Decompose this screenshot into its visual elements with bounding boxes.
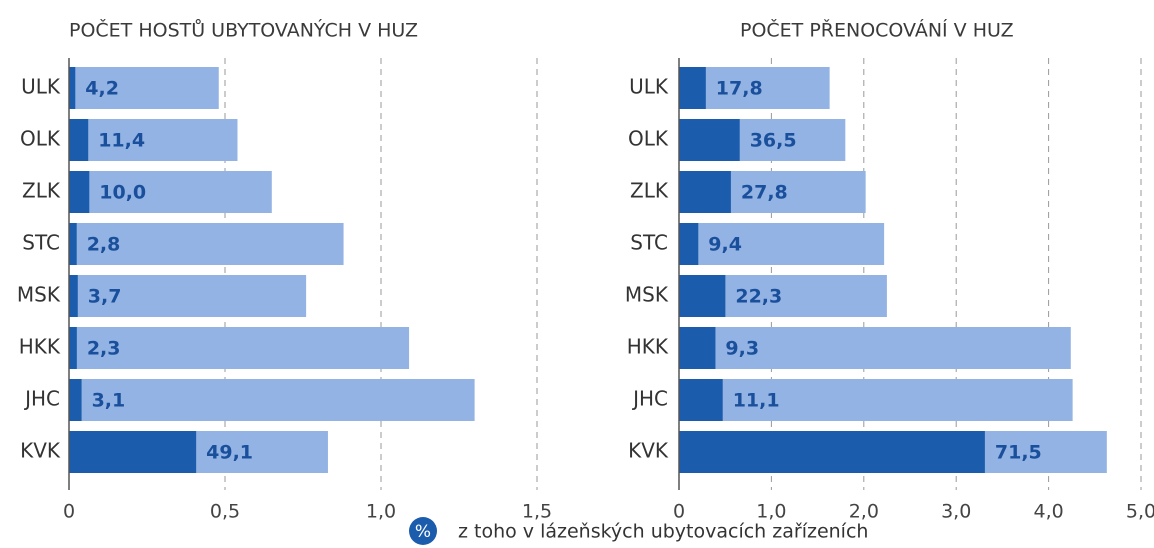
share-bar bbox=[69, 119, 89, 161]
value-label: 9,4 bbox=[708, 234, 742, 256]
share-bar bbox=[679, 67, 706, 109]
share-bar bbox=[679, 223, 699, 265]
total-bar bbox=[69, 119, 238, 161]
x-tick-label: 4,0 bbox=[1033, 501, 1063, 523]
share-bar bbox=[69, 171, 90, 213]
total-bar bbox=[679, 379, 1073, 421]
legend-symbol: % bbox=[415, 522, 431, 542]
value-label: 2,3 bbox=[87, 338, 121, 360]
share-bar bbox=[679, 431, 985, 473]
total-bar bbox=[69, 223, 344, 265]
value-label: 49,1 bbox=[206, 442, 253, 464]
value-label: 4,2 bbox=[85, 78, 119, 100]
category-label: HKK bbox=[627, 335, 669, 359]
value-label: 10,0 bbox=[99, 182, 146, 204]
total-bar bbox=[69, 379, 475, 421]
value-label: 11,1 bbox=[733, 390, 780, 412]
total-bar bbox=[679, 223, 885, 265]
value-label: 9,3 bbox=[725, 338, 759, 360]
chart-title: POČET PŘENOCOVÁNÍ V HUZ bbox=[740, 18, 1014, 42]
category-label: OLK bbox=[20, 127, 61, 151]
share-bar bbox=[69, 379, 82, 421]
value-label: 36,5 bbox=[750, 130, 797, 152]
value-label: 27,8 bbox=[741, 182, 788, 204]
category-label: STC bbox=[22, 231, 60, 255]
category-label: JHC bbox=[23, 387, 60, 411]
x-tick-label: 2,0 bbox=[849, 501, 879, 523]
total-bar bbox=[69, 327, 410, 369]
share-bar bbox=[679, 379, 723, 421]
category-label: KVK bbox=[628, 439, 669, 463]
total-bar bbox=[69, 171, 272, 213]
category-label: ULK bbox=[21, 75, 61, 99]
category-label: OLK bbox=[628, 127, 669, 151]
category-label: ZLK bbox=[630, 179, 669, 203]
value-label: 2,8 bbox=[87, 234, 121, 256]
category-label: ZLK bbox=[22, 179, 61, 203]
share-bar bbox=[69, 223, 77, 265]
share-bar bbox=[69, 275, 78, 317]
x-tick-label: 1,0 bbox=[756, 501, 786, 523]
value-label: 17,8 bbox=[716, 78, 763, 100]
category-label: MSK bbox=[625, 283, 669, 307]
share-bar bbox=[679, 275, 726, 317]
value-label: 3,1 bbox=[92, 390, 126, 412]
x-tick-label: 0 bbox=[63, 501, 75, 523]
chart-title: POČET HOSTŮ UBYTOVANÝCH V HUZ bbox=[69, 18, 418, 42]
category-label: STC bbox=[630, 231, 668, 255]
legend-label: z toho v lázeňských ubytovacích zařízení… bbox=[458, 521, 868, 543]
share-bar bbox=[679, 327, 716, 369]
x-tick-label: 3,0 bbox=[941, 501, 971, 523]
value-label: 11,4 bbox=[98, 130, 145, 152]
x-tick-label: 1,5 bbox=[522, 501, 552, 523]
share-bar bbox=[69, 67, 76, 109]
category-label: KVK bbox=[20, 439, 61, 463]
value-label: 22,3 bbox=[735, 286, 782, 308]
share-bar bbox=[679, 171, 731, 213]
category-label: HKK bbox=[19, 335, 61, 359]
total-bar bbox=[679, 327, 1071, 369]
share-bar bbox=[69, 431, 197, 473]
category-label: ULK bbox=[629, 75, 669, 99]
total-bar bbox=[69, 275, 307, 317]
total-bar bbox=[69, 67, 219, 109]
x-tick-label: 5,0 bbox=[1126, 501, 1154, 523]
share-bar bbox=[69, 327, 77, 369]
share-bar bbox=[679, 119, 740, 161]
value-label: 71,5 bbox=[995, 442, 1042, 464]
category-label: MSK bbox=[17, 283, 61, 307]
category-label: JHC bbox=[631, 387, 668, 411]
x-tick-label: 0 bbox=[673, 501, 685, 523]
legend-symbol-bg bbox=[409, 517, 437, 545]
x-tick-label: 1,0 bbox=[366, 501, 396, 523]
x-tick-label: 0,5 bbox=[210, 501, 240, 523]
value-label: 3,7 bbox=[88, 286, 122, 308]
